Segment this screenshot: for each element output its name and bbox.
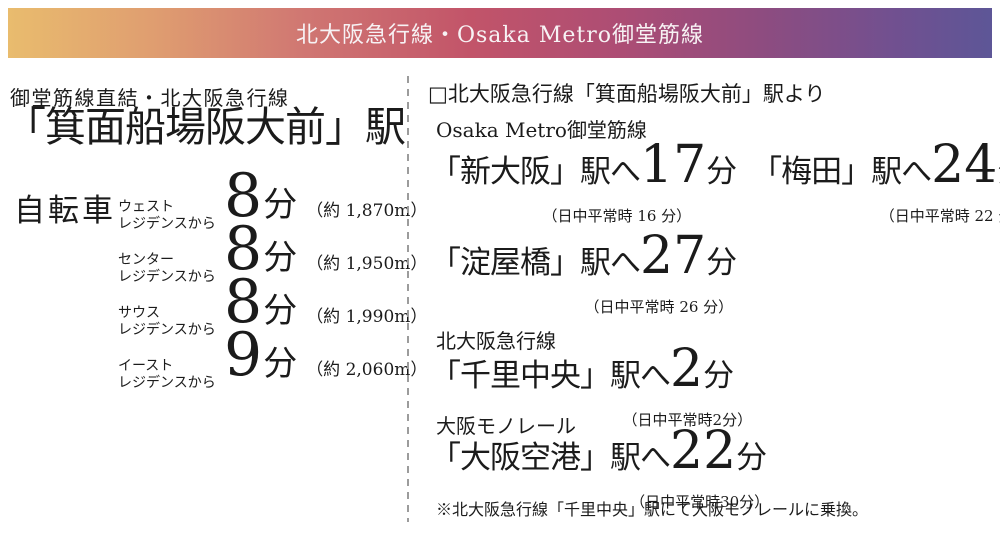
- destination-row-senri: 「千里中央」駅へ2分 （日中平常時2分）: [430, 343, 752, 430]
- station-name-title: 「箕面船場阪大前」駅: [5, 103, 406, 151]
- destination-minutes: 2: [670, 339, 704, 399]
- minutes-unit: 分: [997, 154, 1000, 190]
- daytime-note: （日中平常時 16 分）: [542, 207, 692, 225]
- destination-osaka-airport: 「大阪空港」駅へ22分 （日中平常時30分）: [430, 425, 770, 512]
- distance-value: （約 1,950m）: [306, 254, 428, 274]
- bike-time-row-center: センター レジデンスから 8 分 （約 1,950m）: [118, 214, 428, 285]
- header-title: 北大阪急行線・Osaka Metro御堂筋線: [295, 23, 705, 48]
- minutes-unit: 分: [263, 185, 298, 225]
- destination-row-airport: 「大阪空港」駅へ22分 （日中平常時30分）: [430, 425, 770, 512]
- right-section: □北大阪急行線「箕面船場阪大前」駅より Osaka Metro御堂筋線 「新大阪…: [428, 0, 1000, 536]
- dashed-divider: [407, 76, 409, 522]
- right-heading: □北大阪急行線「箕面船場阪大前」駅より: [428, 82, 826, 106]
- distance-value: （約 1,870m）: [306, 201, 428, 221]
- residence-label: ウェスト レジデンスから: [118, 199, 216, 232]
- transfer-footnote: ※北大阪急行線「千里中央」駅にて大阪モノレールに乗換。: [436, 500, 869, 519]
- destination-senri-chuo: 「千里中央」駅へ2分 （日中平常時2分）: [430, 343, 752, 430]
- destination-station: 「淀屋橋」駅へ: [430, 245, 641, 281]
- destination-shin-osaka: 「新大阪」駅へ17分 （日中平常時 16 分）: [430, 139, 738, 226]
- destination-station: 「千里中央」駅へ: [430, 358, 671, 394]
- daytime-note: （日中平常時2分）: [622, 411, 753, 429]
- destination-minutes: 17: [640, 135, 707, 195]
- minutes-unit: 分: [736, 440, 768, 476]
- line-label-midosuji: Osaka Metro御堂筋線: [436, 118, 647, 142]
- minutes-value: 8: [224, 161, 263, 231]
- minutes-unit: 分: [263, 291, 298, 331]
- destination-station: 「新大阪」駅へ: [430, 154, 641, 190]
- minutes-unit: 分: [706, 245, 738, 281]
- minutes-unit: 分: [263, 344, 298, 384]
- daytime-note: （日中平常時 26 分）: [584, 298, 734, 316]
- minutes-unit: 分: [706, 154, 738, 190]
- distance-value: （約 1,990m）: [306, 307, 428, 327]
- line-label-monorail: 大阪モノレール: [436, 414, 576, 438]
- destination-yodoyabashi: 「淀屋橋」駅へ27分 （日中平常時 26 分）: [430, 230, 738, 317]
- destination-station: 「梅田」駅へ: [751, 154, 932, 190]
- minutes-unit: 分: [263, 238, 298, 278]
- line-label-kita-osaka: 北大阪急行線: [436, 329, 556, 353]
- bike-time-row-east: イースト レジデンスから 9 分 （約 2,060m）: [118, 320, 428, 391]
- bicycle-mode-label: 自転車: [14, 193, 116, 229]
- bike-time-row-west: ウェスト レジデンスから 8 分 （約 1,870m）: [118, 161, 428, 232]
- daytime-note: （日中平常時30分）: [630, 493, 770, 511]
- destination-minutes: 24: [931, 135, 998, 195]
- destination-row-metro: 「新大阪」駅へ17分 （日中平常時 16 分） 「梅田」駅へ24分 （日中平常時…: [430, 139, 1000, 226]
- minutes-value: 8: [224, 214, 263, 284]
- minutes-value: 9: [224, 320, 263, 390]
- left-subtitle: 御堂筋線直結・北大阪急行線: [10, 86, 290, 110]
- destination-station: 「大阪空港」駅へ: [430, 440, 671, 476]
- destination-minutes: 22: [670, 421, 737, 481]
- residence-label: センター レジデンスから: [118, 252, 216, 285]
- minutes-value: 8: [224, 267, 263, 337]
- bike-time-row-south: サウス レジデンスから 8 分 （約 1,990m）: [118, 267, 428, 338]
- destination-minutes: 27: [640, 226, 707, 286]
- distance-value: （約 2,060m）: [306, 360, 428, 380]
- residence-label: イースト レジデンスから: [118, 358, 216, 391]
- residence-label: サウス レジデンスから: [118, 305, 216, 338]
- destination-row-yodoyabashi: 「淀屋橋」駅へ27分 （日中平常時 26 分）: [430, 230, 738, 317]
- header-bar: 北大阪急行線・Osaka Metro御堂筋線: [8, 8, 992, 58]
- daytime-note: （日中平常時 22 分）: [879, 207, 1000, 225]
- minutes-unit: 分: [703, 358, 735, 394]
- bicycle-time-list: ウェスト レジデンスから 8 分 （約 1,870m） センター レジデンスから…: [118, 161, 428, 391]
- destination-umeda: 「梅田」駅へ24分 （日中平常時 22 分）: [751, 139, 1000, 226]
